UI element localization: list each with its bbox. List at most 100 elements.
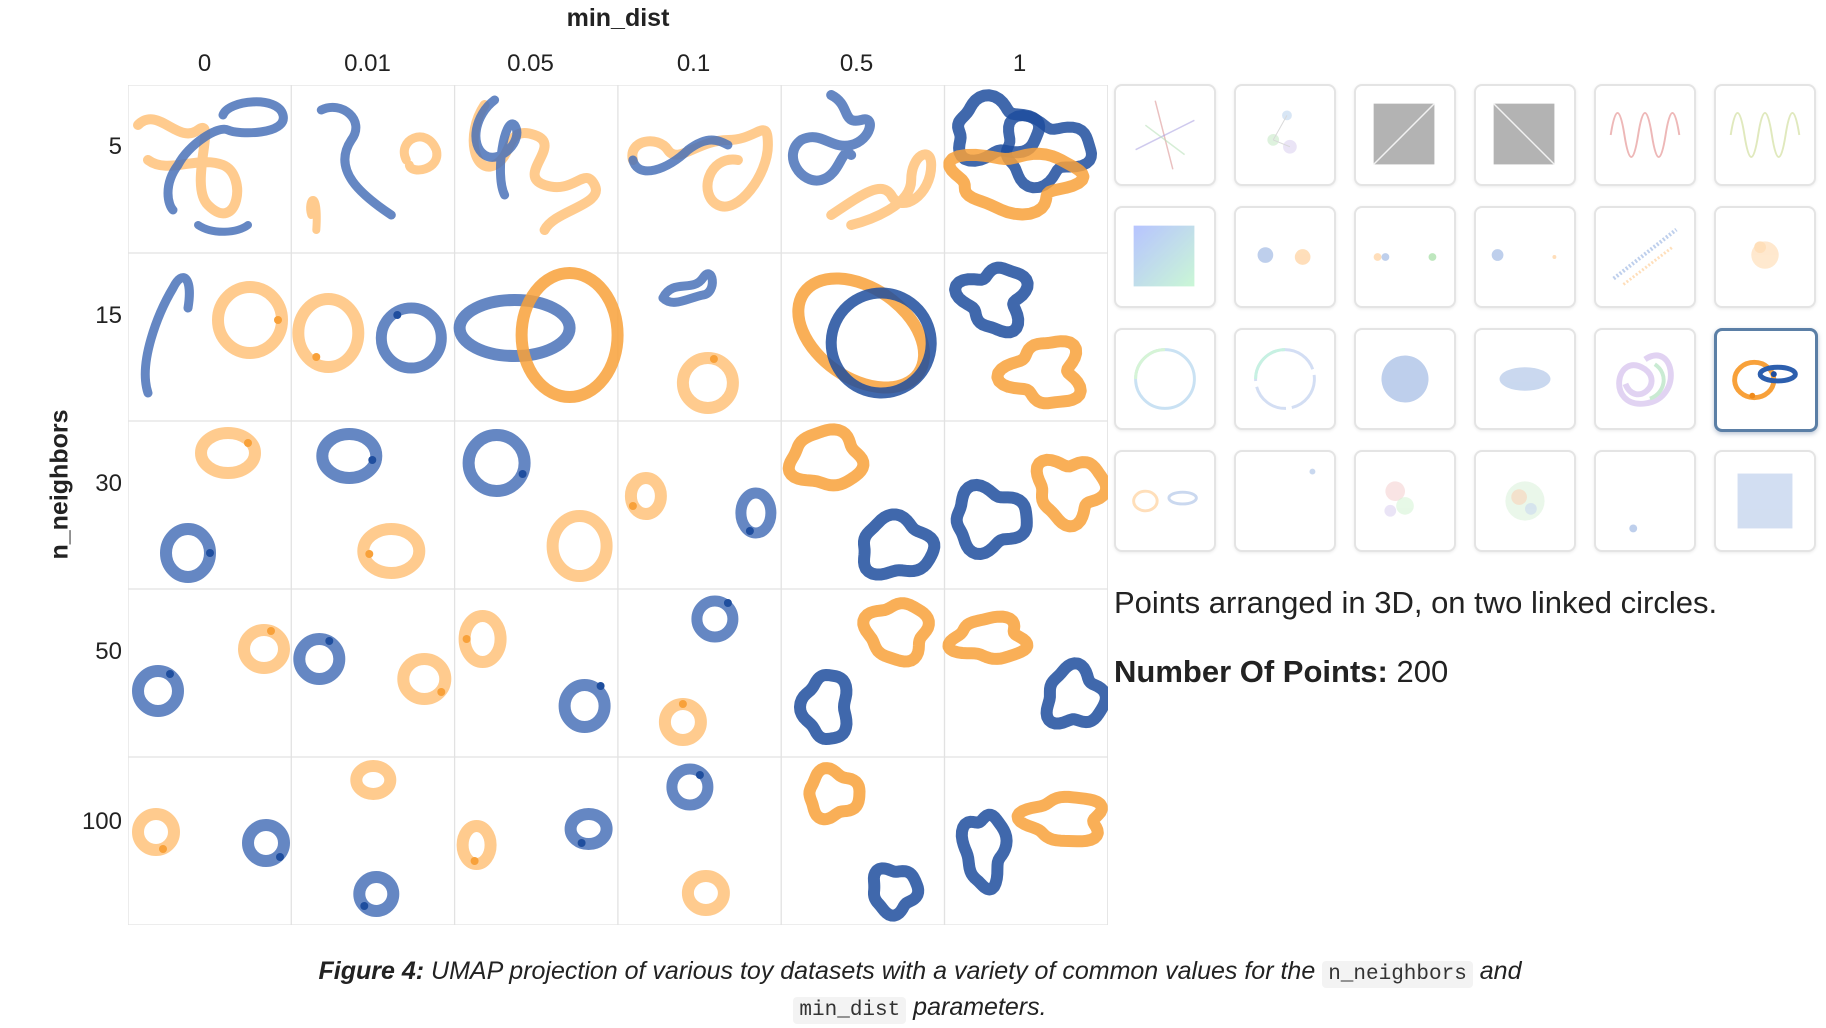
two-blobs-icon[interactable] (1234, 206, 1336, 308)
col-label-min-dist-3: 0.1 (676, 50, 711, 77)
caption-text-2: and (1472, 957, 1522, 985)
cell-3-1 (293, 633, 452, 705)
linked-circles-icon[interactable] (1714, 328, 1818, 432)
marker-point (709, 355, 718, 363)
three-blobs-icon[interactable] (1354, 206, 1456, 308)
cell-4-5 (955, 790, 1108, 896)
far-points-icon (1629, 524, 1638, 533)
point-curve (1030, 453, 1108, 533)
point-ring (546, 510, 613, 582)
point-curve (1000, 110, 1097, 194)
cell-1-1 (292, 293, 447, 374)
row-label-n-neighbors-0: 5 (108, 133, 122, 160)
point-ring (350, 760, 397, 800)
linked-clusters-icon[interactable] (1234, 84, 1336, 186)
point-ring (397, 653, 452, 705)
x-axis-title: min_dist (566, 4, 670, 32)
col-label-min-dist-2: 0.05 (507, 50, 554, 77)
color-gradient-square-icon (1133, 225, 1195, 287)
point-ring (375, 302, 447, 374)
figure-caption: Figure 4: UMAP projection of various toy… (140, 955, 1700, 1027)
point-ring (132, 808, 180, 856)
point-curve (867, 862, 925, 922)
dense-blob-icon[interactable] (1354, 328, 1456, 430)
point-ring (316, 428, 383, 484)
cell-4-4 (803, 762, 925, 922)
trefoil-knot-icon[interactable] (1594, 328, 1696, 430)
number-of-points: Number Of Points: 200 (1114, 654, 1448, 690)
colored-clusters-icon[interactable] (1354, 450, 1456, 552)
point-ring (292, 293, 365, 373)
point-curve (163, 97, 288, 215)
point-ring (453, 294, 576, 362)
cell-2-4 (782, 423, 941, 581)
cell-0-1 (306, 102, 442, 234)
cell-3-2 (458, 610, 611, 733)
point-curve (194, 221, 252, 236)
marker-point (206, 549, 214, 557)
square-grid-antidiagonal-icon[interactable] (1474, 84, 1576, 186)
point-ring (357, 523, 426, 579)
marker-point (695, 771, 704, 779)
uniform-square-icon (1737, 473, 1793, 529)
marker-point (166, 670, 174, 678)
row-label-n-neighbors-2: 30 (95, 470, 122, 497)
marker-point (244, 439, 252, 447)
cell-3-3 (658, 595, 739, 746)
cell-0-0 (133, 97, 288, 236)
point-curve (306, 196, 321, 234)
col-label-min-dist-4: 0.5 (839, 50, 874, 77)
marker-point (365, 550, 374, 558)
color-gradient-square-icon[interactable] (1114, 206, 1216, 308)
row-label-n-neighbors-1: 15 (95, 302, 122, 329)
sine-wave-green-icon[interactable] (1714, 84, 1816, 186)
rainbow-circle-icon[interactable] (1114, 328, 1216, 430)
parallel-lines-icon (1612, 228, 1678, 286)
trefoil-knot-icon (1616, 352, 1674, 407)
parallel-lines-icon[interactable] (1594, 206, 1696, 308)
square-grid-diagonal-icon[interactable] (1354, 84, 1456, 186)
random-cloud-icon (1751, 241, 1779, 269)
umap-grid-svg (128, 85, 1108, 925)
marker-point (393, 311, 402, 319)
cell-0-3 (627, 125, 773, 212)
caption-text-1: UMAP projection of various toy datasets … (424, 957, 1323, 985)
star-icon[interactable] (1114, 84, 1216, 186)
umap-projection-grid (128, 85, 1108, 925)
point-curve (787, 90, 875, 186)
caption-label: Figure 4: (318, 957, 425, 985)
col-label-min-dist-0: 0 (197, 50, 212, 77)
marker-point (368, 456, 377, 464)
caption-text-3: parameters. (906, 993, 1047, 1021)
two-distant-blobs-icon[interactable] (1474, 206, 1576, 308)
point-ring (658, 698, 707, 746)
rainbow-circle-gap-icon[interactable] (1234, 328, 1336, 430)
cell-1-2 (453, 267, 624, 403)
cell-4-2 (456, 808, 613, 870)
cell-1-5 (949, 261, 1087, 410)
sine-wave-red-icon[interactable] (1594, 84, 1696, 186)
far-points-icon[interactable] (1594, 450, 1696, 552)
point-ring (462, 429, 531, 497)
point-curve (658, 269, 717, 307)
points-value: 200 (1396, 654, 1449, 689)
point-curve (316, 102, 396, 220)
marker-point (437, 688, 446, 696)
cell-1-4 (792, 272, 937, 399)
unlinked-circles-icon[interactable] (1114, 450, 1216, 552)
sine-wave-green-icon (1729, 112, 1801, 158)
uniform-square-icon[interactable] (1714, 450, 1816, 552)
point-ring (212, 281, 288, 359)
mixed-clusters-icon[interactable] (1474, 450, 1576, 552)
point-ring (515, 267, 624, 403)
unlinked-circles-icon (1132, 489, 1198, 513)
cell-0-5 (943, 89, 1097, 221)
random-cloud-icon[interactable] (1714, 206, 1816, 308)
cell-4-3 (666, 763, 730, 916)
marker-point (360, 902, 369, 910)
flat-blob-icon (1499, 367, 1551, 391)
colored-clusters-icon (1384, 481, 1414, 517)
cell-4-1 (350, 760, 400, 917)
flat-blob-icon[interactable] (1474, 328, 1576, 430)
sparse-points-icon[interactable] (1234, 450, 1336, 552)
